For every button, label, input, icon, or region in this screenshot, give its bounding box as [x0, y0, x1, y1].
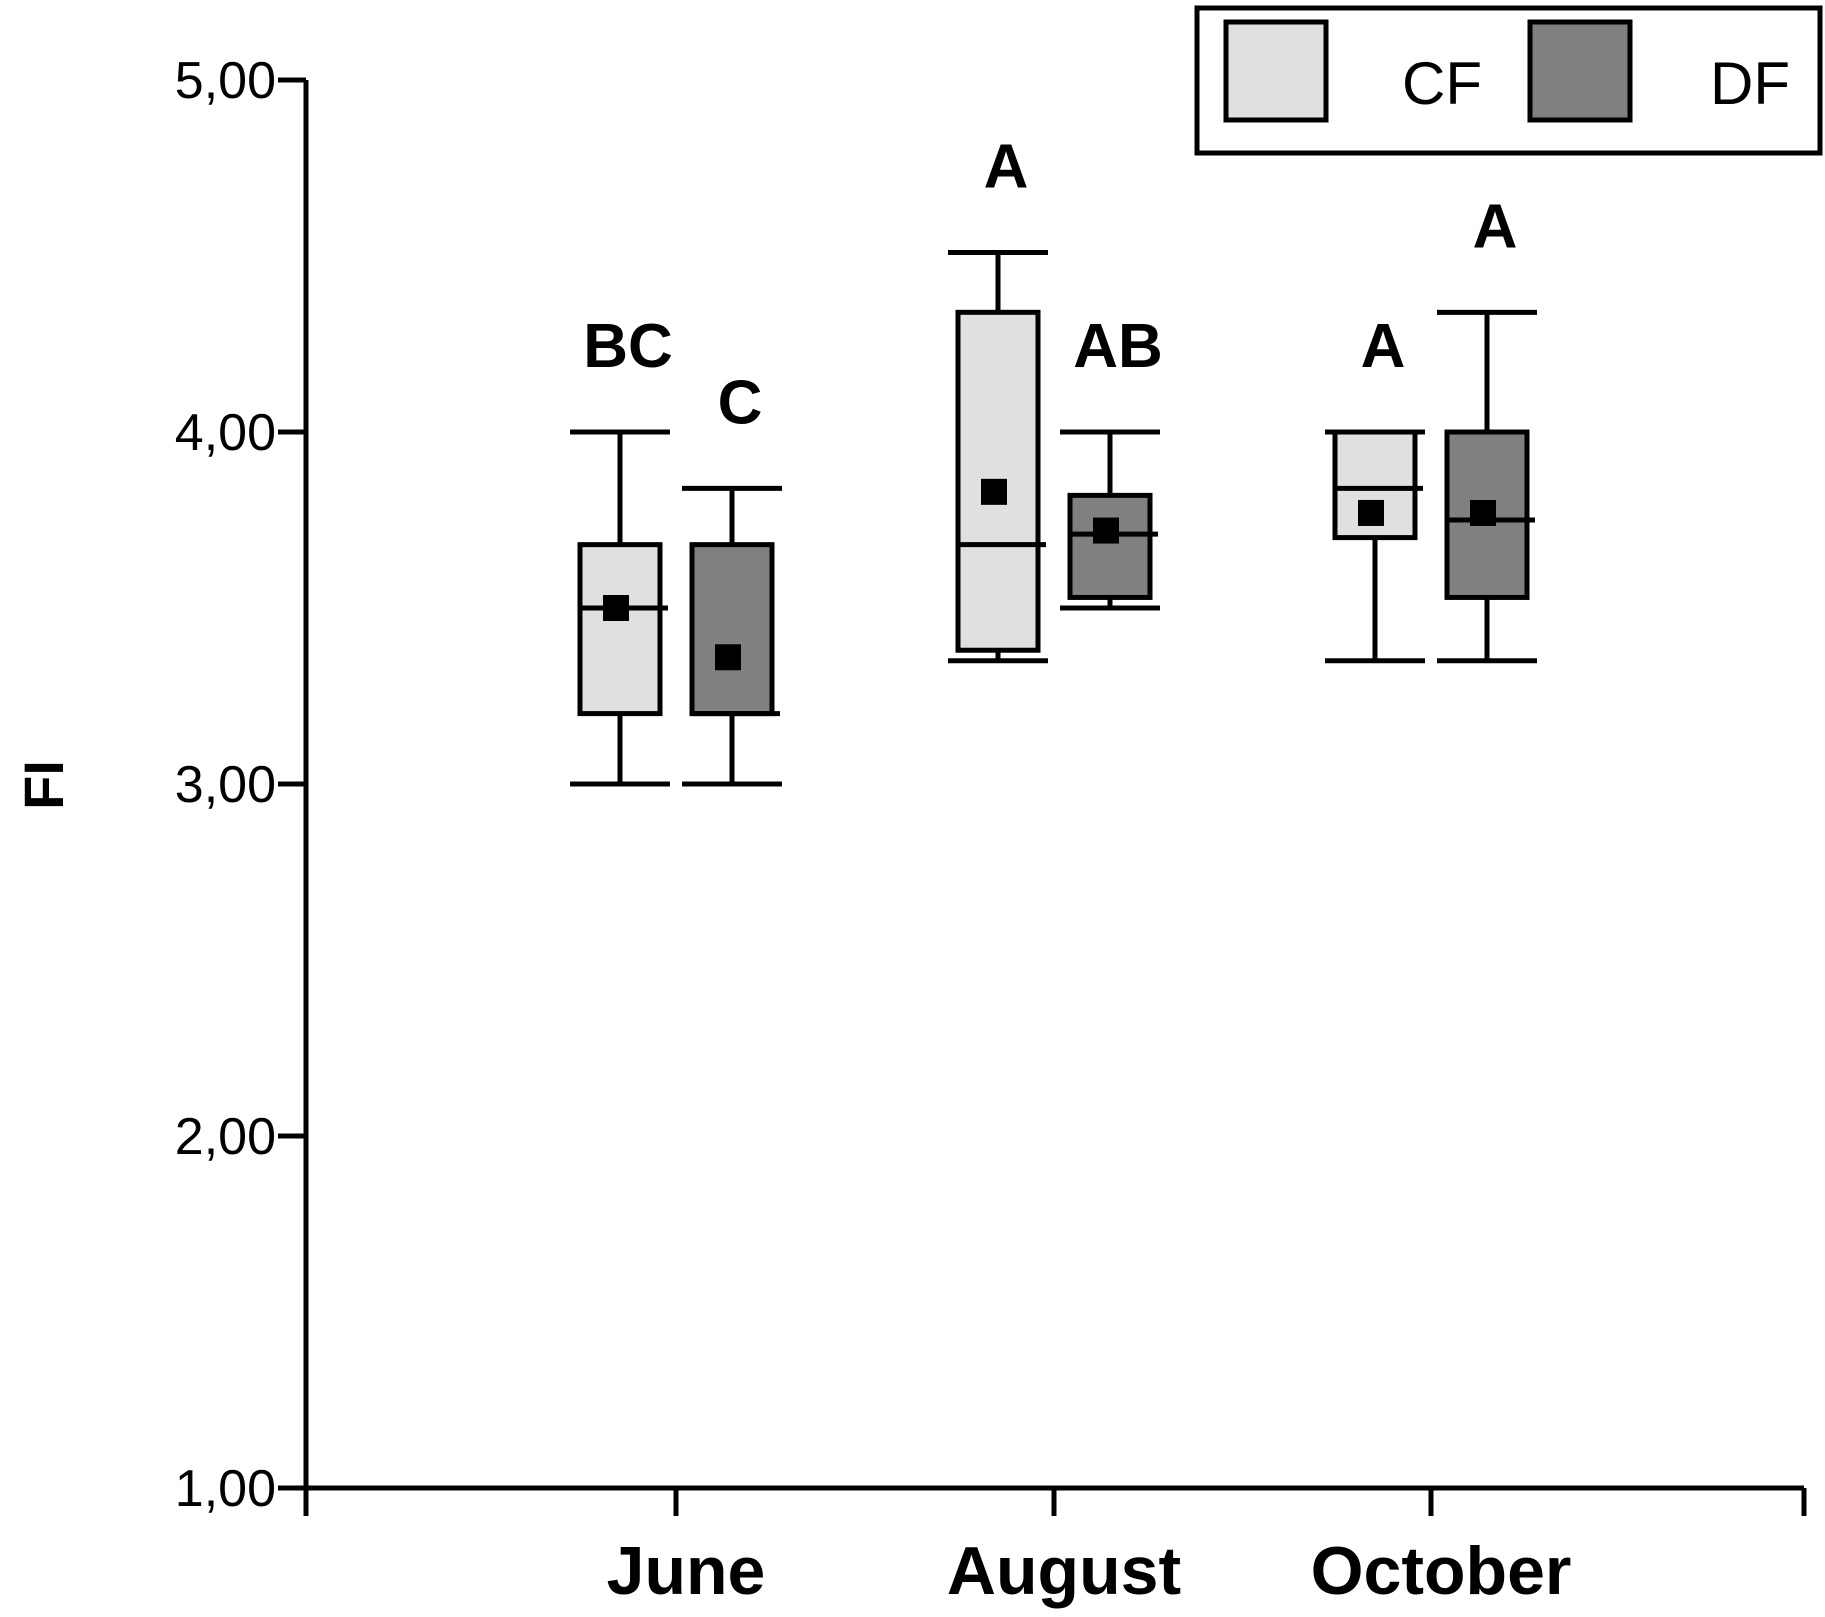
mean-marker: [1470, 499, 1496, 526]
axes: 1,00 2,00 3,00 4,00 5,00 June August October: [175, 52, 1807, 1609]
y-tick-label: 3,00: [175, 756, 276, 814]
box-iqr: [577, 542, 663, 717]
y-tick-label: 5,00: [175, 52, 276, 110]
significance-letter: A: [1473, 192, 1518, 261]
legend-label-df: DF: [1710, 50, 1790, 117]
y-tick-label: 1,00: [175, 1460, 276, 1518]
mean-marker: [603, 595, 629, 621]
legend-label-cf: CF: [1402, 50, 1482, 117]
significance-letter: BC: [583, 312, 673, 381]
box-series: [570, 249, 1537, 787]
box-cf-june: [570, 429, 670, 787]
box-df-october: [1437, 309, 1537, 664]
y-tick-label: 4,00: [175, 404, 276, 462]
box-iqr: [689, 542, 775, 717]
y-axis-title: FI: [12, 760, 75, 810]
x-tick-label: October: [1311, 1533, 1572, 1609]
legend-swatch-cf: [1223, 19, 1329, 123]
legend: CF DF: [1194, 5, 1823, 156]
x-tick-label: August: [947, 1533, 1181, 1609]
significance-letter: A: [1361, 312, 1406, 381]
box-df-august: [1060, 429, 1160, 611]
box-iqr: [1067, 492, 1153, 600]
x-tick-label: June: [607, 1533, 766, 1609]
box-cf-august: [948, 249, 1048, 664]
legend-swatch-df: [1527, 19, 1633, 123]
box-cf-october: [1325, 429, 1425, 664]
significance-letter: A: [984, 132, 1029, 201]
significance-letter: AB: [1073, 312, 1163, 381]
mean-marker: [1358, 499, 1384, 526]
box-df-june: [682, 485, 782, 787]
significance-letter: C: [718, 368, 763, 437]
y-tick-label: 2,00: [175, 1108, 276, 1166]
mean-marker: [1093, 517, 1119, 544]
mean-marker: [715, 644, 741, 671]
mean-marker: [981, 478, 1007, 505]
